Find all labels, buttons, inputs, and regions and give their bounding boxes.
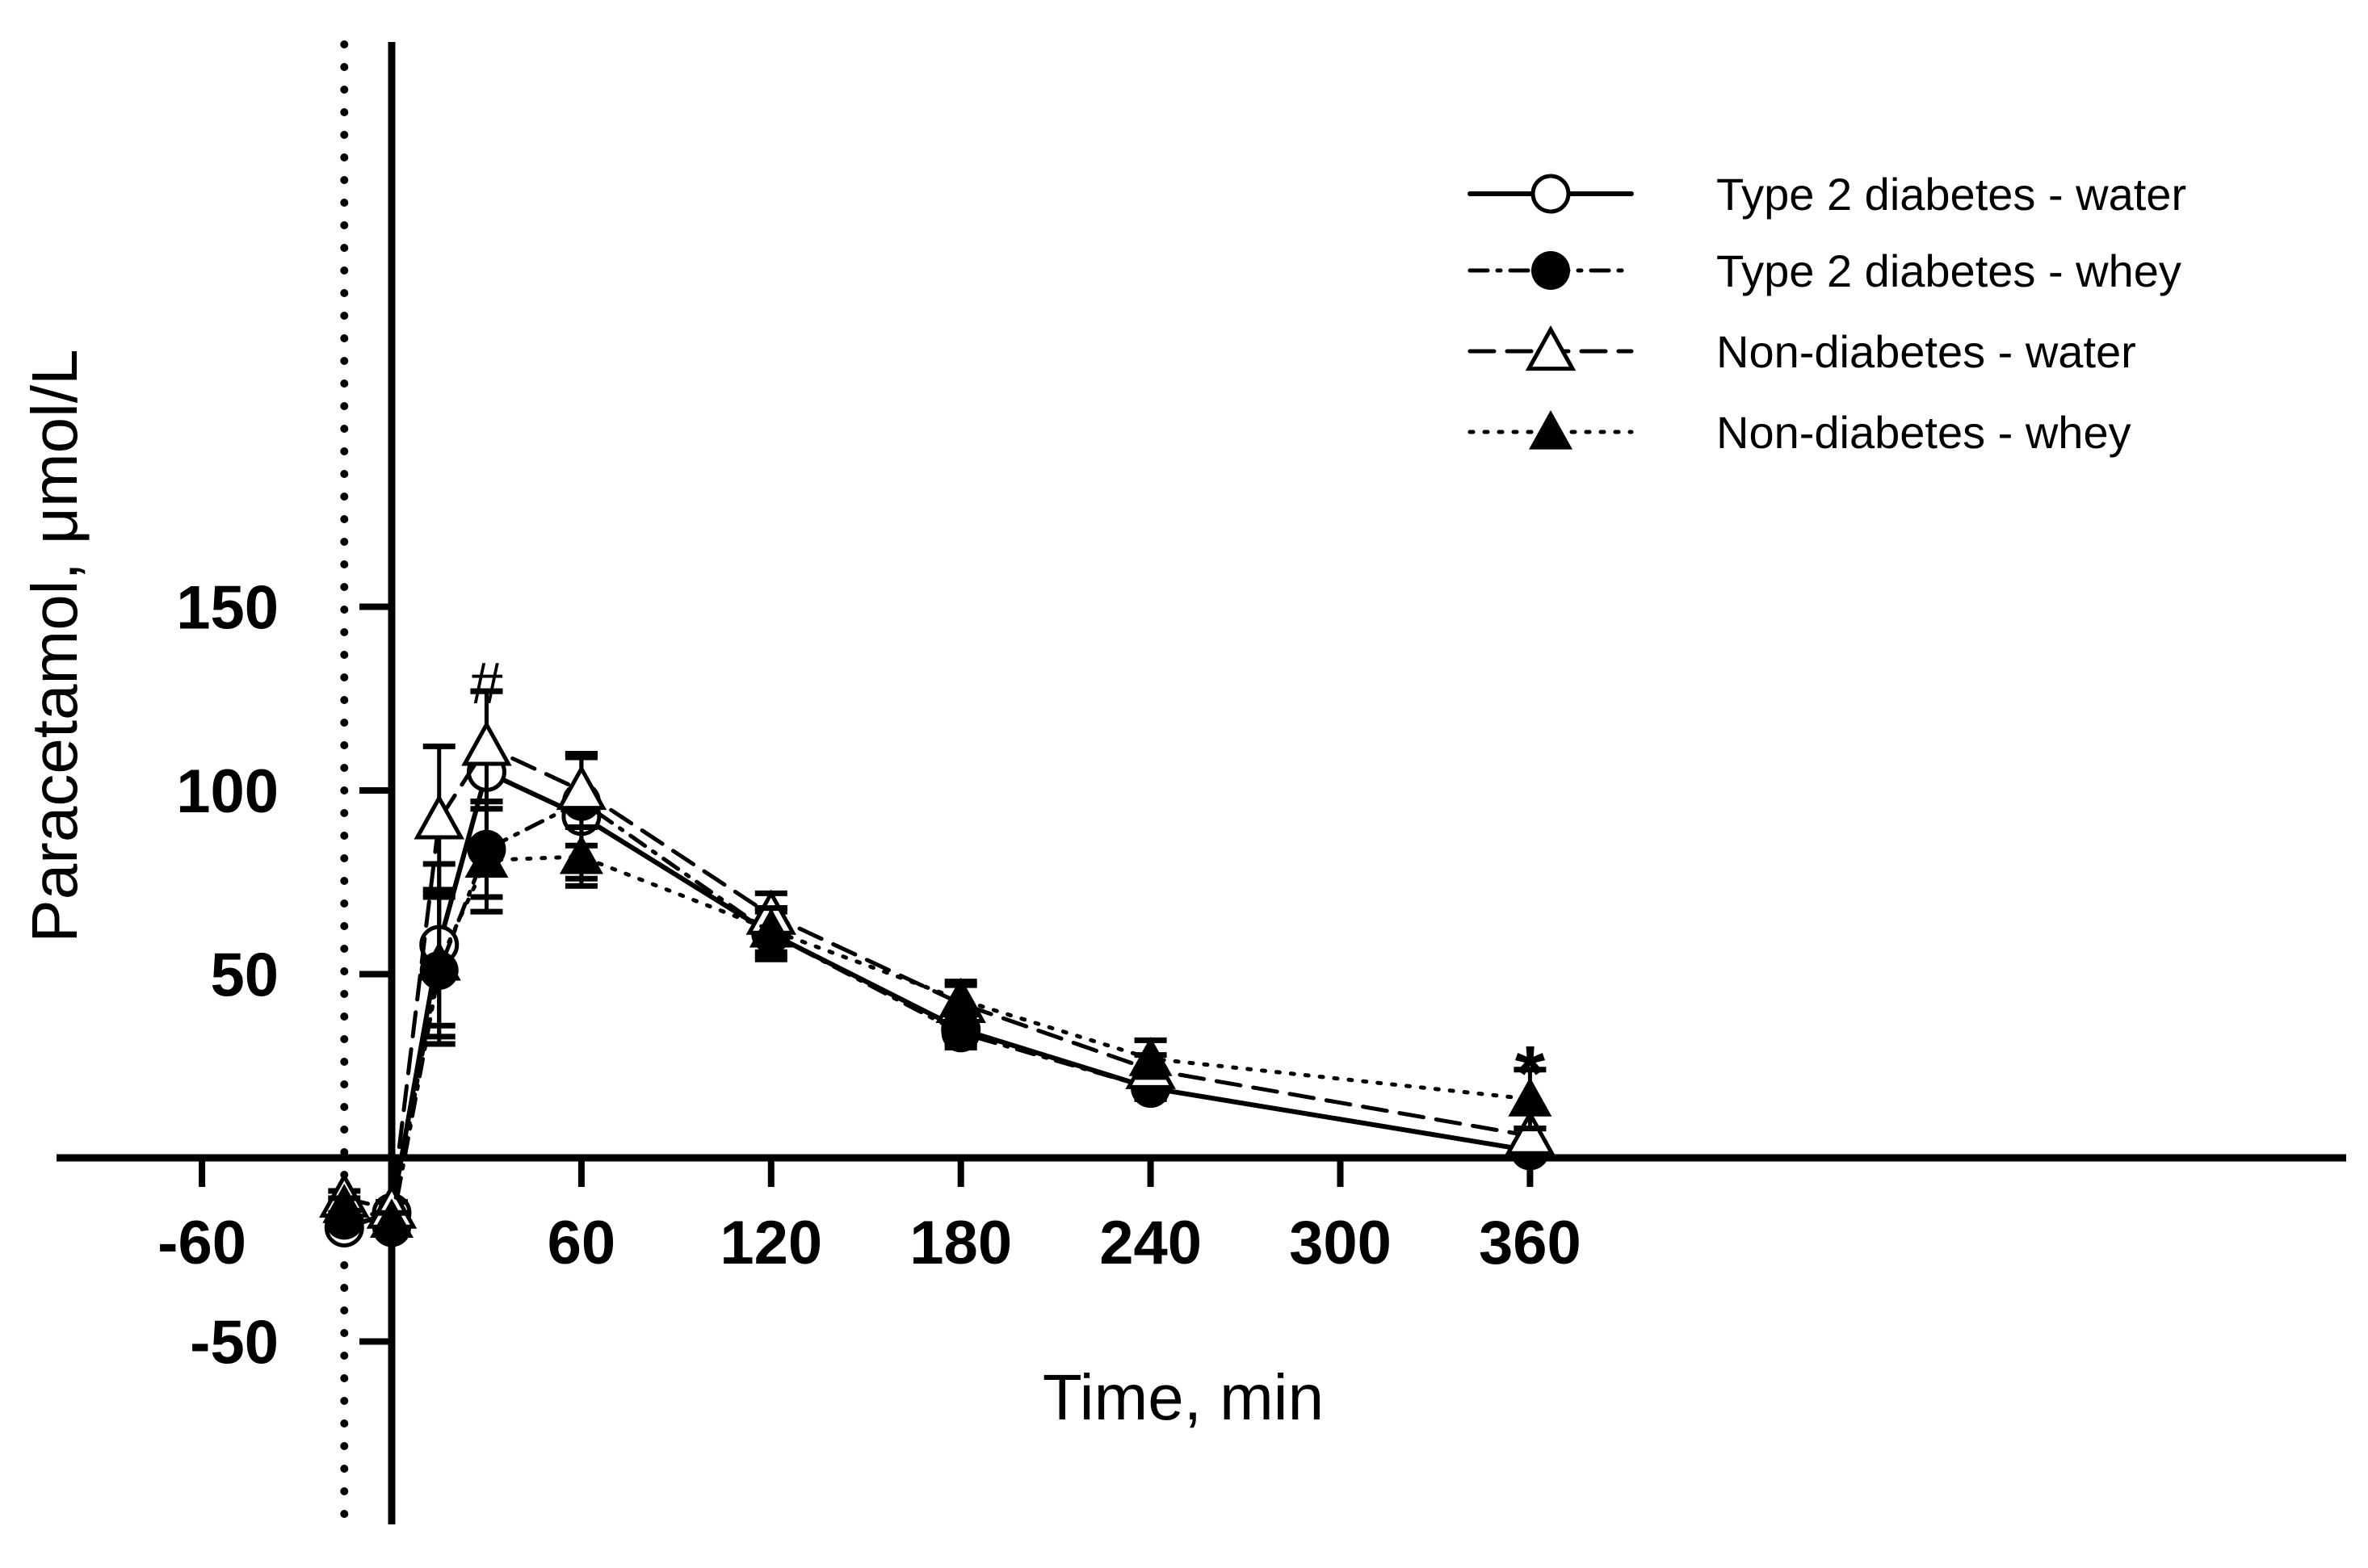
x-axis-title: Time, min <box>1043 1361 1324 1433</box>
legend-item-1: Type 2 diabetes - water <box>1467 169 2186 220</box>
series-line <box>342 744 1532 1212</box>
marker-open-triangle <box>1525 325 1577 371</box>
marker-filled-triangle <box>1128 1037 1173 1076</box>
marker-filled-triangle <box>749 908 793 948</box>
annotation-asterisk: * <box>1515 1030 1546 1117</box>
legend-item-2: Type 2 diabetes - whey <box>1467 245 2181 296</box>
tick-layer: -60 60 120 180 240 300 360 -50 50 100 150 <box>157 574 1581 1377</box>
legend-label: Type 2 diabetes - whey <box>1716 245 2181 296</box>
x-tick-label: 360 <box>1479 1209 1581 1277</box>
legend-label: Type 2 diabetes - water <box>1716 169 2186 220</box>
x-tick-label: 240 <box>1099 1209 1202 1277</box>
series-layer <box>319 688 1556 1247</box>
y-tick-label: -50 <box>190 1309 279 1377</box>
marker-open-triangle <box>556 764 607 811</box>
marker-filled-triangle <box>464 838 509 878</box>
marker-filled-triangle <box>938 978 983 1017</box>
y-axis-title: Paracetamol, μmol/L <box>19 349 90 942</box>
legend-item-4: Non-diabetes - whey <box>1467 407 2131 458</box>
series-line <box>342 854 1532 1222</box>
marker-filled-triangle <box>417 941 461 981</box>
x-tick-label: 120 <box>720 1209 822 1277</box>
legend-item-3: Non-diabetes - water <box>1467 325 2136 377</box>
marker-filled-triangle <box>370 1198 414 1238</box>
marker-filled-triangle <box>559 834 603 874</box>
x-tick-label: 300 <box>1289 1209 1392 1277</box>
axes-layer <box>57 42 2346 1524</box>
marker-open-triangle <box>1505 1109 1556 1155</box>
marker-filled-triangle <box>1508 1077 1552 1117</box>
y-tick-label: 50 <box>210 941 279 1010</box>
legend-label: Non-diabetes - water <box>1716 326 2136 377</box>
x-tick-label: 60 <box>548 1209 616 1277</box>
series-4 <box>322 806 1552 1238</box>
series-1 <box>324 688 1550 1247</box>
legend: Type 2 diabetes - water Type 2 diabetes -… <box>1467 169 2186 458</box>
x-tick-label: -60 <box>157 1209 246 1277</box>
y-tick-label: 100 <box>176 757 279 826</box>
marker-open-circle <box>1530 174 1571 214</box>
marker-open-triangle <box>414 794 464 840</box>
x-tick-label: 180 <box>909 1209 1012 1277</box>
marker-filled-circle <box>1531 251 1570 290</box>
annotation-hash: # <box>470 652 502 716</box>
series-2 <box>325 754 1550 1247</box>
y-tick-label: 150 <box>176 574 279 643</box>
series-3 <box>319 688 1556 1229</box>
legend-label: Non-diabetes - whey <box>1716 407 2131 458</box>
series-line <box>342 799 1532 1230</box>
marker-filled-triangle <box>1529 410 1572 450</box>
marker-open-triangle <box>461 720 512 766</box>
marker-filled-triangle <box>322 1184 367 1223</box>
